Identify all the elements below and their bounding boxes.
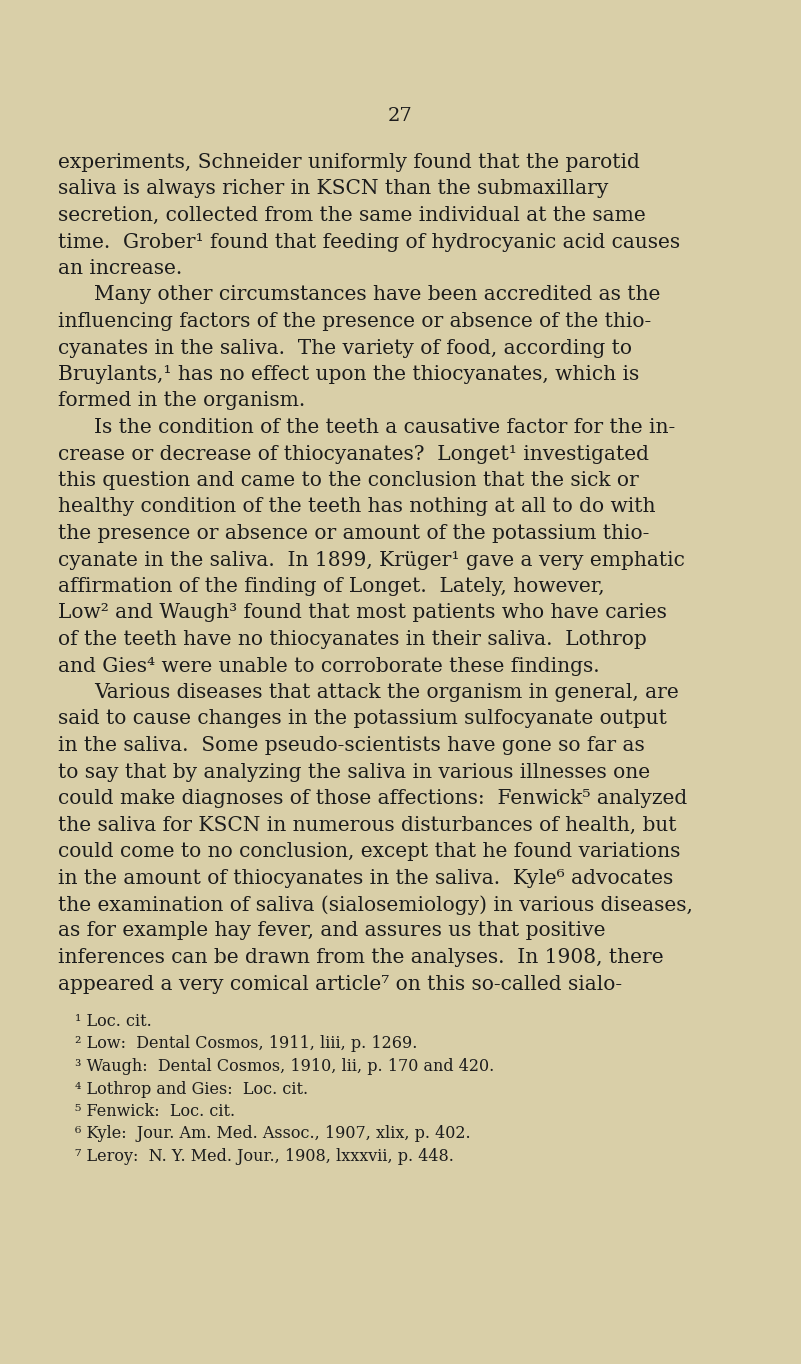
Text: ¹ Loc. cit.: ¹ Loc. cit. — [75, 1013, 151, 1030]
Text: inferences can be drawn from the analyses.  In 1908, there: inferences can be drawn from the analyse… — [58, 948, 663, 967]
Text: the saliva for KSCN in numerous disturbances of health, but: the saliva for KSCN in numerous disturba… — [58, 816, 677, 835]
Text: experiments, Schneider uniformly found that the parotid: experiments, Schneider uniformly found t… — [58, 153, 640, 172]
Text: influencing factors of the presence or absence of the thio-: influencing factors of the presence or a… — [58, 312, 651, 331]
Text: as for example hay fever, and assures us that positive: as for example hay fever, and assures us… — [58, 922, 606, 941]
Text: affirmation of the finding of Longet.  Lately, however,: affirmation of the finding of Longet. La… — [58, 577, 605, 596]
Text: cyanate in the saliva.  In 1899, Krüger¹ gave a very emphatic: cyanate in the saliva. In 1899, Krüger¹ … — [58, 551, 685, 570]
Text: ² Low:  Dental Cosmos, 1911, liii, p. 1269.: ² Low: Dental Cosmos, 1911, liii, p. 126… — [75, 1035, 417, 1053]
Text: ⁴ Lothrop and Gies:  Loc. cit.: ⁴ Lothrop and Gies: Loc. cit. — [75, 1080, 308, 1098]
Text: appeared a very comical article⁷ on this so-called sialo-: appeared a very comical article⁷ on this… — [58, 974, 622, 993]
Text: ⁶ Kyle:  Jour. Am. Med. Assoc., 1907, xlix, p. 402.: ⁶ Kyle: Jour. Am. Med. Assoc., 1907, xli… — [75, 1125, 471, 1143]
Text: ⁵ Fenwick:  Loc. cit.: ⁵ Fenwick: Loc. cit. — [75, 1103, 235, 1120]
Text: 27: 27 — [388, 106, 413, 125]
Text: saliva is always richer in KSCN than the submaxillary: saliva is always richer in KSCN than the… — [58, 180, 609, 199]
Text: Bruylants,¹ has no effect upon the thiocyanates, which is: Bruylants,¹ has no effect upon the thioc… — [58, 366, 639, 385]
Text: Low² and Waugh³ found that most patients who have caries: Low² and Waugh³ found that most patients… — [58, 603, 667, 622]
Text: this question and came to the conclusion that the sick or: this question and came to the conclusion… — [58, 471, 638, 490]
Text: Many other circumstances have been accredited as the: Many other circumstances have been accre… — [94, 285, 660, 304]
Text: in the amount of thiocyanates in the saliva.  Kyle⁶ advocates: in the amount of thiocyanates in the sal… — [58, 869, 674, 888]
Text: in the saliva.  Some pseudo-scientists have gone so far as: in the saliva. Some pseudo-scientists ha… — [58, 737, 645, 756]
Text: secretion, collected from the same individual at the same: secretion, collected from the same indiv… — [58, 206, 646, 225]
Text: time.  Grober¹ found that feeding of hydrocyanic acid causes: time. Grober¹ found that feeding of hydr… — [58, 232, 680, 251]
Text: ⁷ Leroy:  N. Y. Med. Jour., 1908, lxxxvii, p. 448.: ⁷ Leroy: N. Y. Med. Jour., 1908, lxxxvii… — [75, 1148, 454, 1165]
Text: could come to no conclusion, except that he found variations: could come to no conclusion, except that… — [58, 842, 680, 861]
Text: crease or decrease of thiocyanates?  Longet¹ investigated: crease or decrease of thiocyanates? Long… — [58, 445, 649, 464]
Text: to say that by analyzing the saliva in various illnesses one: to say that by analyzing the saliva in v… — [58, 762, 650, 782]
Text: formed in the organism.: formed in the organism. — [58, 391, 305, 411]
Text: an increase.: an increase. — [58, 259, 183, 278]
Text: the presence or absence or amount of the potassium thio-: the presence or absence or amount of the… — [58, 524, 650, 543]
Text: cyanates in the saliva.  The variety of food, according to: cyanates in the saliva. The variety of f… — [58, 338, 632, 357]
Text: the examination of saliva (sialosemiology) in various diseases,: the examination of saliva (sialosemiolog… — [58, 895, 693, 915]
Text: ³ Waugh:  Dental Cosmos, 1910, lii, p. 170 and 420.: ³ Waugh: Dental Cosmos, 1910, lii, p. 17… — [75, 1058, 494, 1075]
Text: healthy condition of the teeth has nothing at all to do with: healthy condition of the teeth has nothi… — [58, 498, 655, 517]
Text: said to cause changes in the potassium sulfocyanate output: said to cause changes in the potassium s… — [58, 709, 667, 728]
Text: Various diseases that attack the organism in general, are: Various diseases that attack the organis… — [94, 683, 678, 702]
Text: of the teeth have no thiocyanates in their saliva.  Lothrop: of the teeth have no thiocyanates in the… — [58, 630, 646, 649]
Text: could make diagnoses of those affections:  Fenwick⁵ analyzed: could make diagnoses of those affections… — [58, 788, 687, 807]
Text: Is the condition of the teeth a causative factor for the in-: Is the condition of the teeth a causativ… — [94, 417, 675, 436]
Text: and Gies⁴ were unable to corroborate these findings.: and Gies⁴ were unable to corroborate the… — [58, 656, 600, 675]
